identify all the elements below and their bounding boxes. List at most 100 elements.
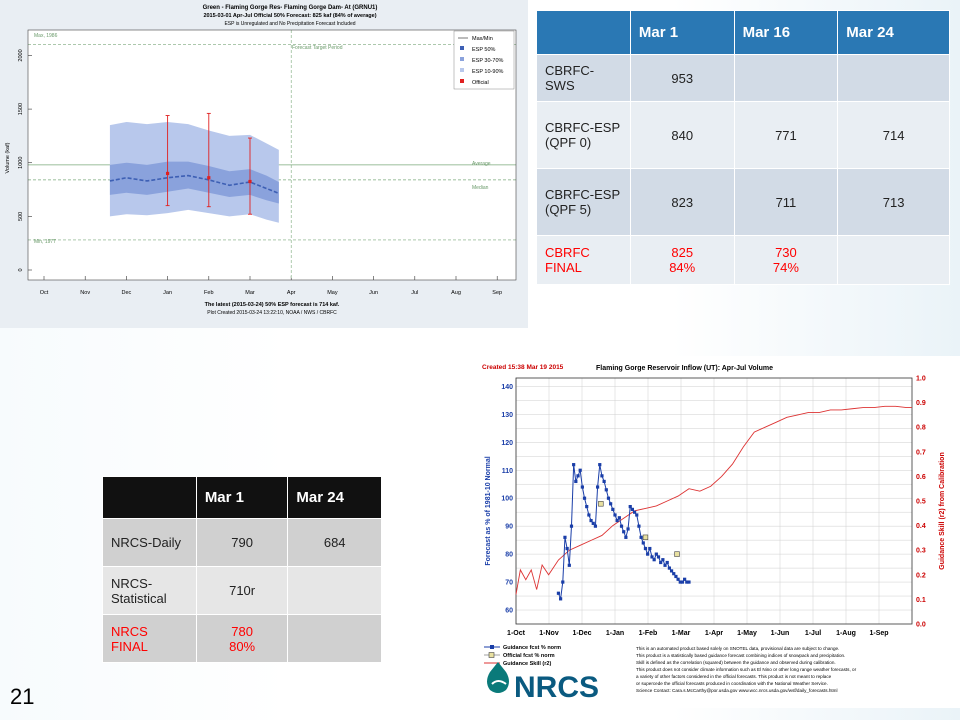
nrcs-guidance-point [619,524,624,528]
nrcs-plot-marks: 1-Oct 1-Nov 1-Dec 1-Jan 1-Feb 1-Mar 1-Apr 1-May… [501,376,926,638]
row-label: NRCS-Daily [102,518,197,567]
table-row: NRCS-Statistical 710r [102,566,382,615]
nrcs-y-right-tick-label: 0.7 [916,449,926,456]
nrcs-guidance-point [632,510,637,514]
cbrfc-x-tick-label: May [327,290,338,296]
cbrfc-official-point [207,176,211,180]
nrcs-guidance-point [641,541,645,545]
nrcs-y-left-tick-label: 90 [505,524,513,531]
nrcs-guidance-point [628,504,632,509]
nrcs-guidance-point [654,552,658,556]
nrcs-guidance-point [572,463,576,467]
nrcs-y-left-tick-label: 70 [505,580,513,587]
cbrfc-x-tick-label: Jan [163,290,172,296]
nrcs-legend-skill: Guidance Skill (r2) [503,661,551,667]
cell-value: 780 [231,623,253,639]
table-header-mar16: Mar 16 [733,10,839,55]
nrcs-disclaimer-line: This is an automated product based solel… [636,646,839,651]
cbrfc-y-axis-label: Volume (kaf) [5,142,11,173]
nrcs-guidance-point [624,535,628,539]
nrcs-logo: NRCS [487,662,599,704]
nrcs-x-tick-label: 1-Jul [805,630,821,637]
nrcs-guidance-point [606,496,611,500]
cbrfc-legend-esp10-90: ESP 10-90% [472,69,504,75]
nrcs-y-left-tick-label: 130 [501,412,513,419]
nrcs-guidance-point [683,577,687,581]
table-header-mar1: Mar 1 [195,476,289,519]
cell-mar24 [287,566,382,615]
nrcs-guidance-point [563,535,567,539]
nrcs-disclaimer: This is an automated product based solel… [636,646,857,693]
table-header-mar24: Mar 24 [287,476,382,519]
cbrfc-x-tick-label: Jun [369,290,378,296]
cell-mar1: 823 [629,168,735,236]
nrcs-created-label: Created 15:38 Mar 19 2015 [482,364,564,371]
cbrfc-official-point [166,171,170,176]
cbrfc-esp-chart: Green - Flaming Gorge Res- Flaming Gorge… [0,0,528,328]
nrcs-guidance-point [589,518,593,523]
nrcs-guidance-point [585,504,589,509]
nrcs-guidance-point [663,563,667,567]
nrcs-disclaimer-line: This product does not consider climate i… [636,667,857,672]
nrcs-guidance-point [626,527,630,531]
cbrfc-legend-swatch-esp50 [460,46,464,50]
nrcs-chart-bg [476,356,960,708]
nrcs-guidance-point [665,560,669,565]
nrcs-guidance-point [613,513,617,517]
nrcs-guidance-point [635,513,639,517]
table-row: CBRFC-ESP (QPF 0) 840 771 714 [536,101,950,169]
nrcs-guidance-point [669,569,674,573]
nrcs-guidance-point [680,580,685,584]
nrcs-guidance-point [593,524,598,528]
nrcs-disclaimer-line: or supercede the official forecasts prod… [636,681,828,686]
nrcs-guidance-point [617,516,621,520]
cell-percent: 74% [772,260,799,275]
nrcs-disclaimer-line: Skill is defined as the correlation (squ… [636,660,836,665]
row-label: NRCS-Statistical [102,566,197,615]
row-label: CBRFC-ESP (QPF 5) [536,168,631,236]
cell-mar24: 714 [837,101,950,169]
cell-mar1: 790 [195,518,289,567]
nrcs-guidance-point [602,479,606,484]
slide-number: 21 [10,684,35,709]
nrcs-forecast-table: Mar 1 Mar 24 NRCS-Daily 790 684 NRCS-Sta… [102,476,382,663]
nrcs-y-left-tick-label: 60 [505,608,513,615]
nrcs-y-right-tick-label: 0.5 [916,499,926,506]
nrcs-guidance-point [678,580,682,584]
table-row: CBRFC-SWS 953 [536,54,950,102]
cbrfc-legend-official: Official [472,80,489,86]
nrcs-guidance-point [630,507,635,511]
nrcs-y-left-tick-label: 110 [502,468,513,475]
cbrfc-legend-title: Max/Min [472,36,493,42]
cbrfc-note: ESP is Unregulated and No Precipitation … [224,21,355,27]
cbrfc-x-tick-label: Oct [40,290,49,296]
nrcs-chart-panel: Created 15:38 Mar 19 2015 Flaming Gorge … [476,356,960,708]
row-label: NRCS FINAL [102,614,197,663]
nrcs-x-tick-label: 1-Aug [836,630,856,637]
nrcs-x-tick-label: 1-Dec [572,630,591,637]
cell-value: 825 [671,245,694,260]
cbrfc-legend-swatch-esp10-90 [460,68,464,72]
nrcs-guidance-point [652,558,656,562]
cbrfc-official-point [248,179,252,184]
cbrfc-y-tick-label: 500 [18,212,24,221]
cbrfc-x-tick-label: Sep [492,290,502,296]
table-row: CBRFC-ESP (QPF 5) 823 711 713 [536,168,950,236]
cell-value: 730 [775,245,797,260]
cell-mar24 [837,54,950,102]
nrcs-skill-line [515,405,912,595]
nrcs-y-right-tick-label: 0.3 [916,548,926,555]
nrcs-guidance-point [582,496,587,500]
nrcs-guidance-point [604,488,608,492]
table-header-blank [102,476,197,519]
nrcs-legend-official: Official fcst % norm [503,653,555,659]
nrcs-x-tick-label: 1-Mar [672,630,691,637]
cbrfc-x-tick-label: Nov [80,290,90,296]
table-row: NRCS-Daily 790 684 [102,518,382,567]
cell-mar24: 713 [837,168,950,236]
cbrfc-chart-panel: Green - Flaming Gorge Res- Flaming Gorge… [0,0,528,328]
nrcs-guidance-point [685,580,689,584]
nrcs-guidance-point [639,535,643,539]
cell-mar1: 825 84% [629,235,735,285]
nrcs-guidance-point [561,580,565,584]
